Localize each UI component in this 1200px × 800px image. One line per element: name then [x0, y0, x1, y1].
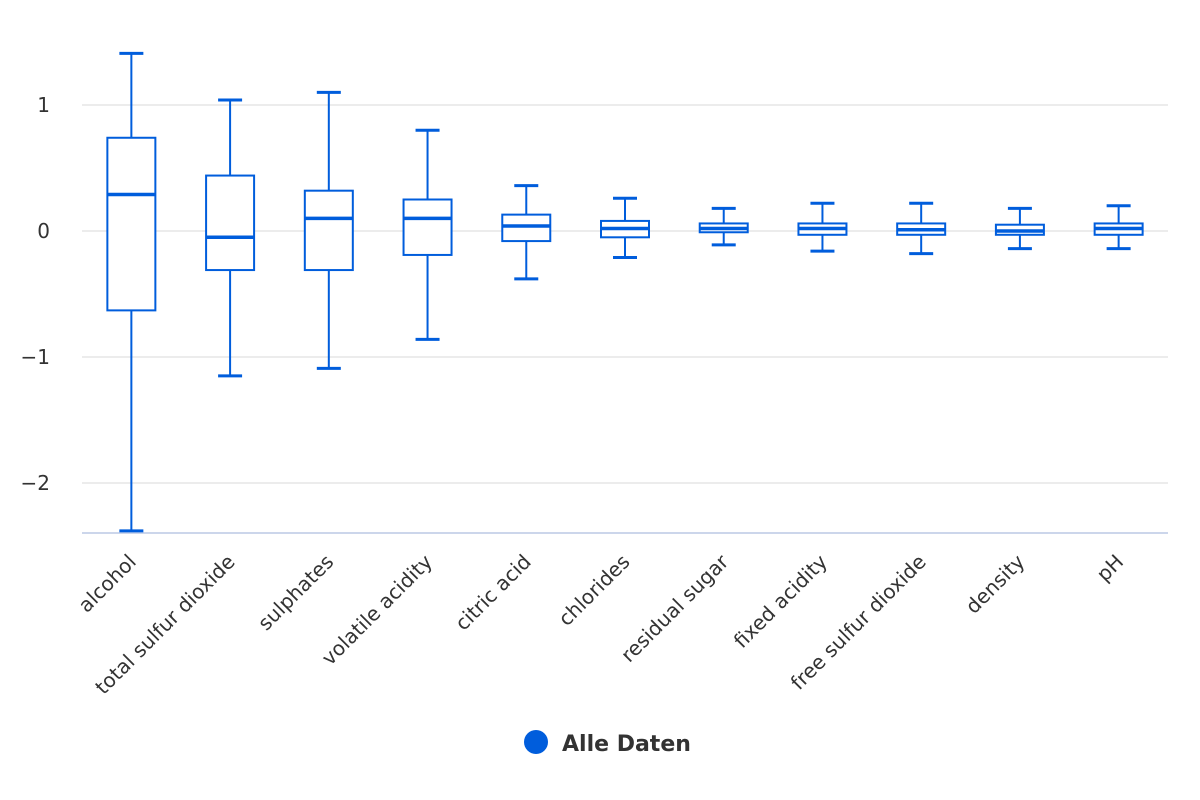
x-category-label-10: pH [1092, 550, 1129, 587]
box-body-2 [303, 189, 354, 272]
x-category-label-7: fixed acidity [729, 549, 832, 652]
box-body-3 [402, 198, 453, 256]
box-8[interactable] [896, 201, 947, 256]
box-1[interactable] [205, 98, 256, 378]
box-body-4 [501, 213, 552, 243]
legend-marker-icon[interactable] [524, 730, 548, 754]
box-5[interactable] [600, 196, 650, 259]
y-tick-label-2: −1 [21, 345, 50, 369]
x-category-label-0: alcohol [73, 550, 141, 618]
x-category-label-9: density [961, 549, 1030, 618]
box-0[interactable] [106, 51, 157, 533]
x-category-label-5: chlorides [553, 550, 634, 631]
x-category-label-4: citric acid [450, 550, 536, 636]
box-9[interactable] [994, 206, 1045, 251]
legend[interactable]: Alle Daten [524, 730, 691, 757]
box-4[interactable] [501, 184, 552, 281]
box-2[interactable] [303, 90, 354, 370]
box-body-0 [106, 136, 157, 312]
y-tick-label-1: 0 [37, 219, 50, 243]
box-10[interactable] [1093, 204, 1144, 251]
grid-layer [82, 104, 1168, 534]
boxes-layer [106, 51, 1144, 533]
box-6[interactable] [698, 206, 749, 247]
y-tick-labels: 1 0 −1 −2 [21, 93, 50, 495]
box-body-1 [205, 174, 256, 272]
x-category-label-2: sulphates [253, 550, 338, 635]
box-3[interactable] [402, 128, 453, 341]
box-7[interactable] [797, 201, 848, 253]
y-tick-label-0: 1 [37, 93, 50, 117]
legend-label[interactable]: Alle Daten [562, 732, 691, 757]
y-tick-label-3: −2 [21, 471, 50, 495]
